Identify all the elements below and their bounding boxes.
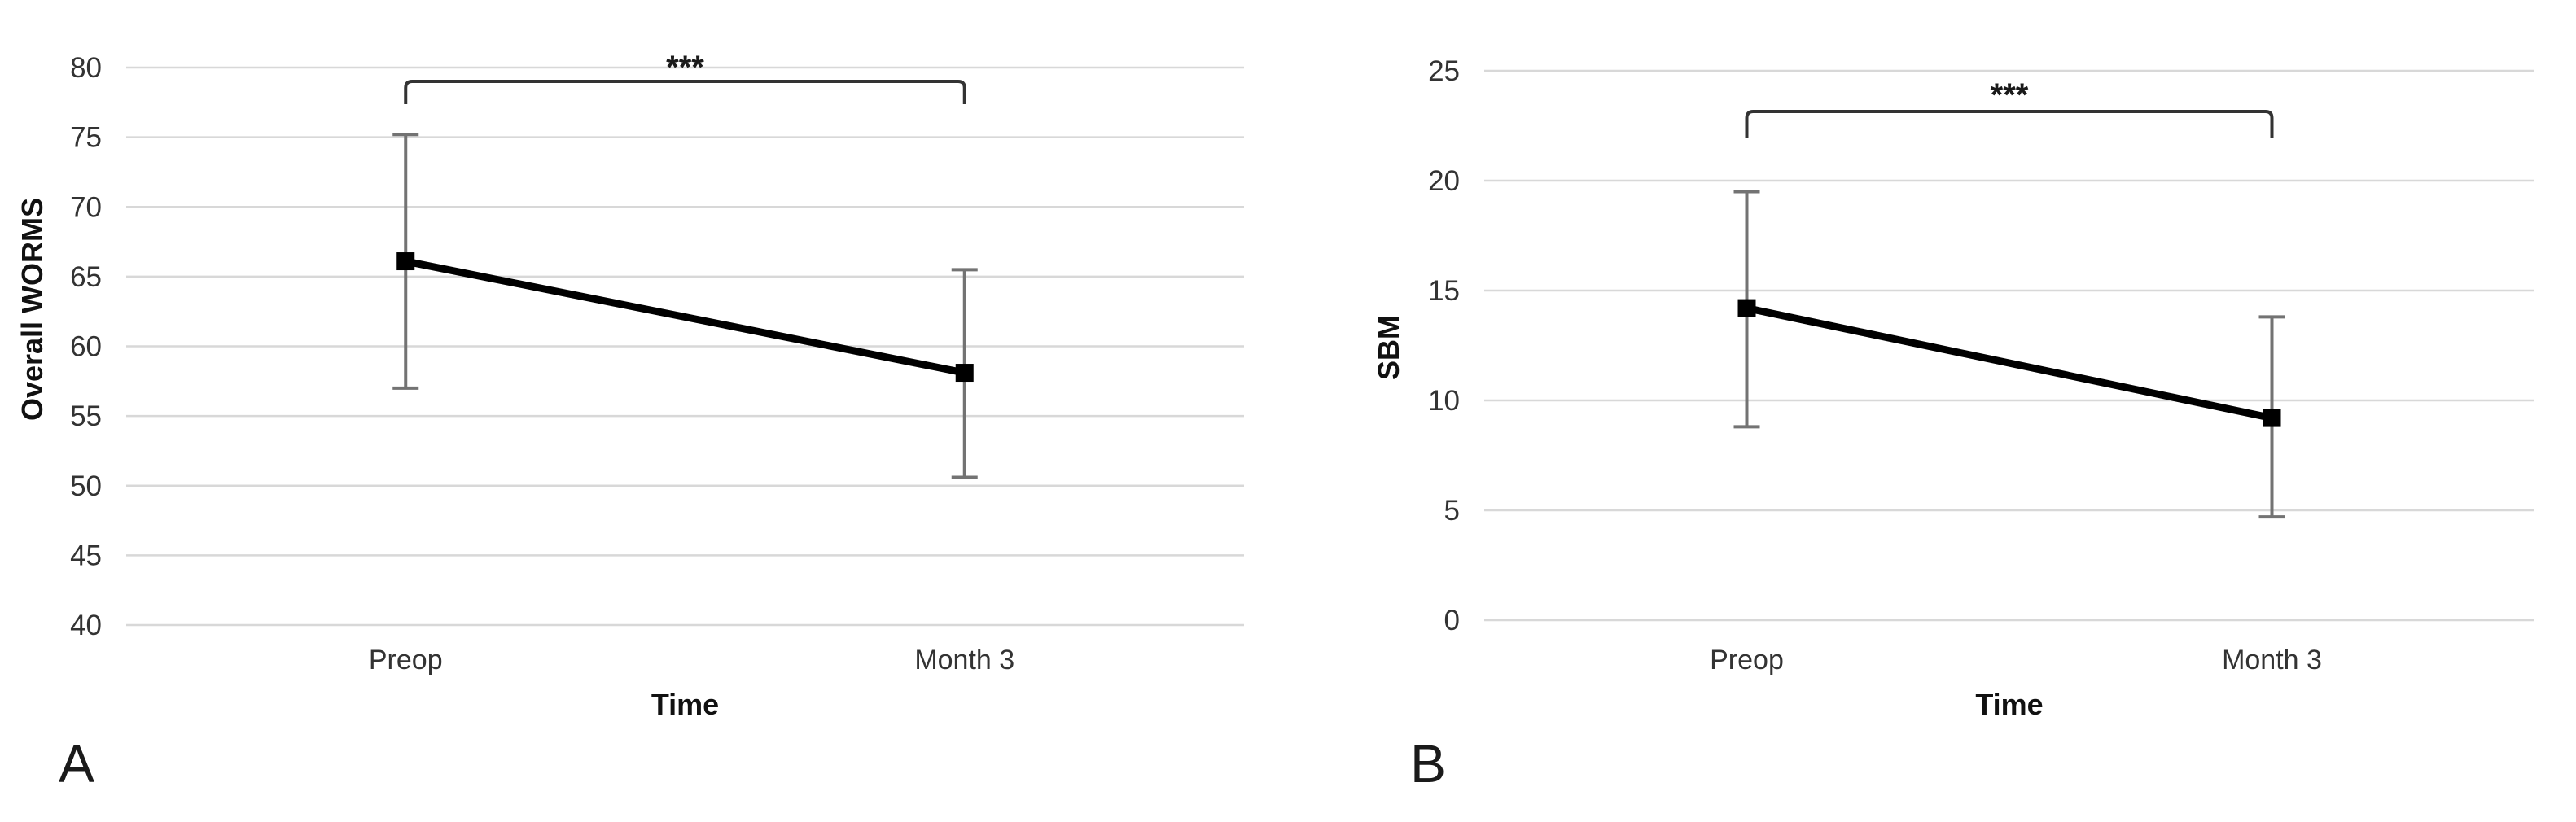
- data-point-marker: [396, 252, 415, 271]
- panel-b: 0 5 10 15 20 25 SBM *** Preop Month 3 Time B: [1288, 0, 2576, 822]
- y-axis-title: SBM: [1372, 315, 1405, 380]
- y-axis-title: Overall WORMS: [15, 198, 49, 421]
- data-point-marker: [1737, 299, 1756, 317]
- x-category-label: Preop: [1710, 645, 1784, 676]
- y-tick-label: 70: [70, 191, 102, 223]
- y-tick-label: 60: [70, 331, 102, 363]
- panel-a: 40 45 50 55 60 65 70 75 80 Overall WORMS *** Preop M…: [15, 50, 1244, 794]
- x-category-label: Month 3: [914, 645, 1014, 676]
- y-tick-label: 5: [1444, 495, 1460, 527]
- data-point-marker: [955, 364, 974, 383]
- significance-label: ***: [1991, 77, 2029, 113]
- chart-overall-worms: 40 45 50 55 60 65 70 75 80 Overall WORMS *** Preop M…: [15, 50, 1244, 721]
- y-tick-label: 65: [70, 261, 102, 293]
- y-tick-label: 10: [1428, 385, 1460, 417]
- y-tick-label: 50: [70, 470, 102, 502]
- y-tick-label: 75: [70, 122, 102, 154]
- series-line: [405, 257, 966, 377]
- significance-bracket: [404, 80, 966, 104]
- chart-sbm: 0 5 10 15 20 25 SBM *** Preop Month 3 Time: [1372, 55, 2534, 721]
- x-axis-title: Time: [1975, 688, 2043, 721]
- x-category-label: Preop: [369, 645, 443, 676]
- panel-letter-b: B: [1410, 733, 1447, 794]
- y-tick-label: 25: [1428, 55, 1460, 87]
- y-tick-label: 45: [70, 540, 102, 571]
- y-tick-label: 20: [1428, 165, 1460, 197]
- series-line: [1746, 304, 2273, 422]
- y-tick-label: 80: [70, 52, 102, 84]
- y-tick-label: 15: [1428, 275, 1460, 307]
- significance-label: ***: [666, 50, 704, 85]
- y-tick-label: 55: [70, 400, 102, 432]
- x-axis-title: Time: [651, 688, 719, 721]
- data-point-marker: [2263, 409, 2281, 427]
- x-category-label: Month 3: [2222, 645, 2322, 676]
- y-tick-label: 40: [70, 610, 102, 641]
- significance-bracket: [1745, 110, 2274, 138]
- y-tick-label: 0: [1444, 605, 1460, 636]
- panel-letter-a: A: [59, 733, 95, 794]
